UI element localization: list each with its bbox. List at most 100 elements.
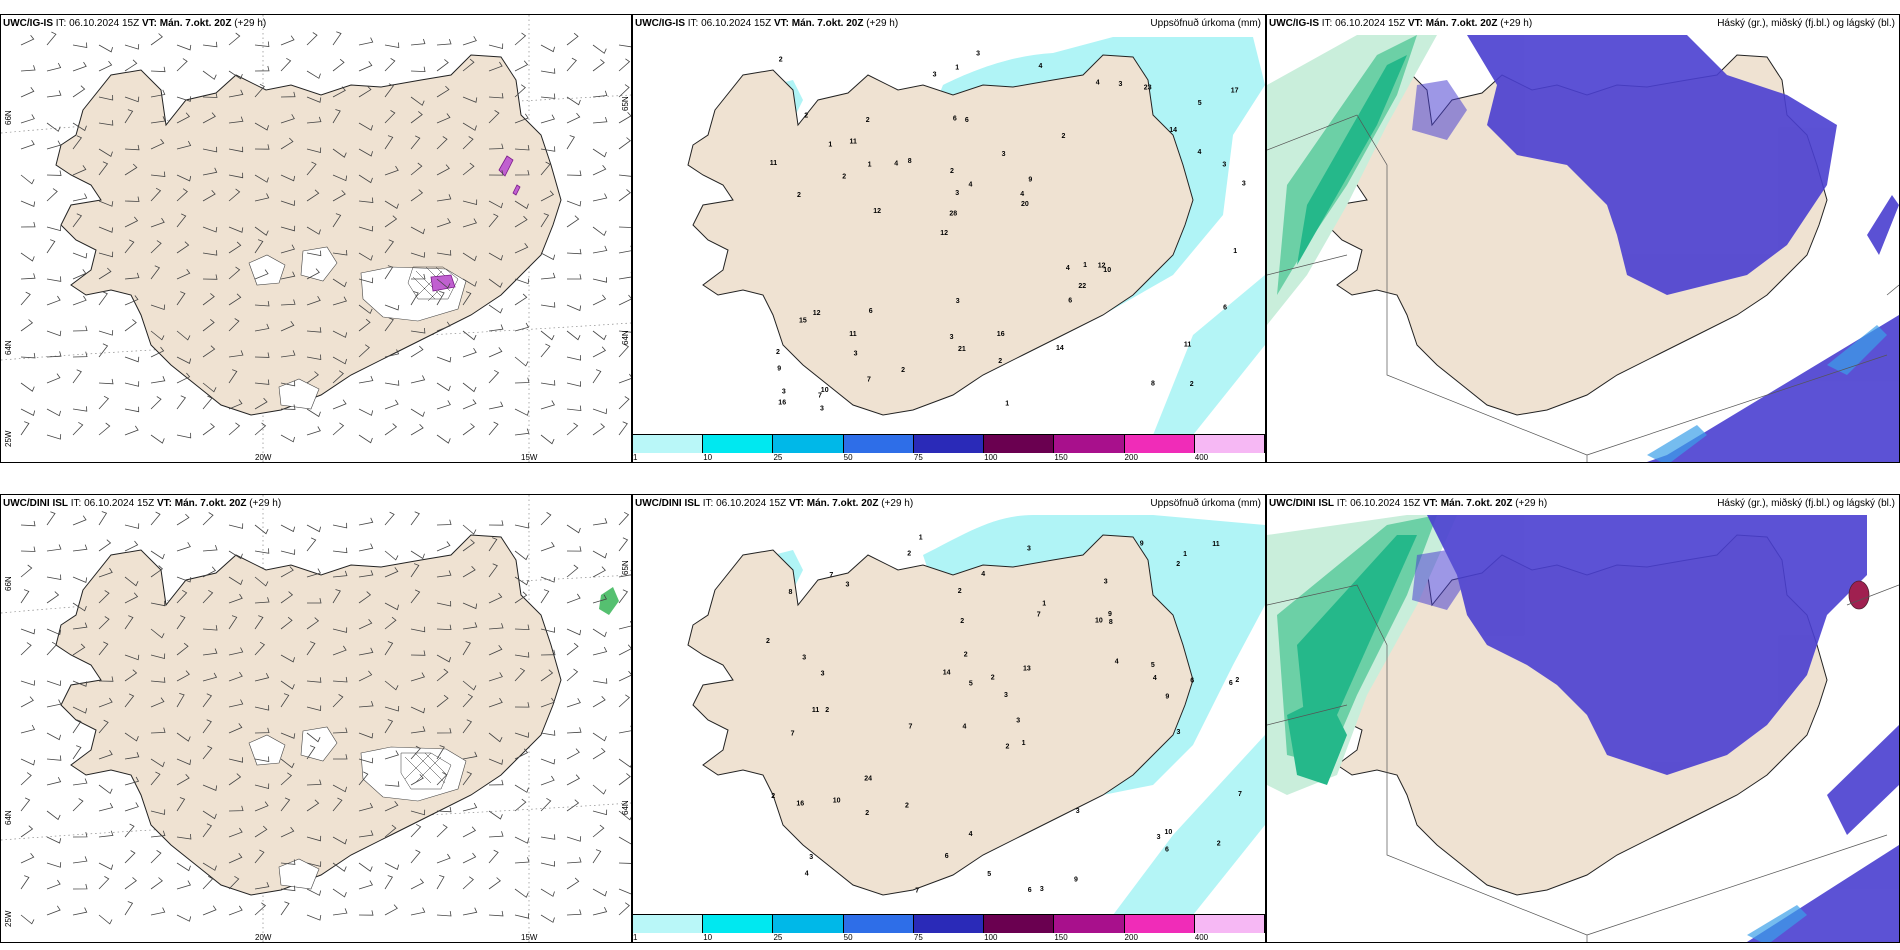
wind-barb [488, 278, 503, 288]
precip-value-label: 8 [908, 158, 912, 165]
wind-barb [150, 89, 166, 98]
wind-barb [384, 239, 395, 254]
wind-barb [20, 696, 34, 708]
wind-barb [592, 193, 608, 202]
wind-barb [514, 576, 529, 586]
wind-barb [333, 754, 348, 760]
wind-barb [124, 216, 139, 228]
wind-barb [618, 569, 631, 578]
valid-time: VT: Mán. 7.okt. 20Z [1422, 498, 1513, 509]
precip-value-label: 8 [789, 589, 793, 596]
wind-barb [150, 33, 163, 46]
wind-barb [202, 512, 214, 526]
colorbar-label: 25 [773, 933, 783, 942]
precip-value-label: 12 [1098, 263, 1106, 270]
wind-barb [20, 772, 32, 786]
colorbar-label: 150 [1054, 933, 1068, 942]
precip-value-label: 11 [1184, 342, 1192, 349]
wind-barb [228, 550, 243, 560]
wind-barb [98, 267, 112, 280]
precip-value-label: 6 [1068, 297, 1072, 304]
wind-barb [150, 758, 165, 768]
wind-barb [592, 90, 608, 98]
wind-barb [254, 615, 264, 630]
lat-label-66n: 66N [4, 110, 13, 125]
wind-barb [306, 32, 318, 46]
wind-barb [540, 589, 550, 604]
wind-barb [592, 245, 608, 254]
precip-value-label: 9 [1165, 693, 1169, 700]
precip-value-label: 3 [820, 406, 824, 413]
wind-barb [592, 747, 606, 760]
wind-barb [566, 727, 582, 734]
wind-barb [384, 862, 400, 870]
wind-barb [488, 324, 504, 332]
wind-barb [72, 745, 82, 760]
wind-barb [280, 549, 296, 555]
wind-barb [540, 649, 556, 656]
wind-barb [514, 652, 530, 658]
lon-label-20w: 20W [255, 933, 272, 942]
wind-barb [410, 327, 426, 334]
wind-barb [176, 642, 189, 656]
precip-value-label: 14 [1056, 345, 1064, 352]
wind-barb [280, 797, 291, 812]
precip-value-label: 3 [802, 655, 806, 662]
wind-barb [462, 36, 477, 46]
wind-barb [384, 83, 395, 98]
wind-barb [176, 291, 186, 306]
wind-barb [280, 380, 296, 387]
wind-barb [306, 70, 321, 79]
wind-barb [488, 421, 499, 436]
wind-barb [358, 802, 374, 812]
wind-barb [540, 213, 550, 228]
panel-title: Háský (gr.), miðský (fj.bl.) og lágský (… [1717, 498, 1895, 509]
wind-barb [280, 434, 295, 443]
wind-barb [254, 422, 267, 436]
wind-barb [618, 537, 629, 552]
precip-value-label: 2 [958, 588, 962, 595]
precip-value-label: 2 [842, 174, 846, 181]
wind-barb [98, 590, 110, 604]
wind-barb [254, 727, 270, 734]
wind-barb [488, 347, 503, 358]
precip-value-label: 2 [998, 358, 1002, 365]
wind-barb [384, 550, 399, 561]
wind-barb [124, 877, 137, 890]
wind-barb [566, 381, 581, 387]
wind-barb [20, 421, 30, 436]
wind-barb [514, 32, 527, 46]
wind-barb [124, 776, 140, 786]
wind-barb [410, 66, 426, 73]
wind-barb [306, 641, 316, 656]
model-name: UWC/IG-IS [635, 18, 685, 29]
wind-barb [20, 252, 35, 262]
wind-barb [228, 853, 243, 864]
colorbar-swatch [633, 915, 704, 933]
wind-barb [228, 671, 243, 682]
wind-barb [20, 200, 36, 207]
wind-barb [410, 252, 426, 258]
wind-barb [124, 319, 137, 332]
wind-barb [72, 719, 82, 734]
wind-barb [20, 758, 36, 766]
wind-barb [384, 423, 398, 436]
precip-value-label: 2 [964, 651, 968, 658]
wind-barb [98, 148, 113, 158]
precip-value-label: 9 [1074, 877, 1078, 884]
colorbar-labels: 1 10 25 50 75 100 150 200 400 [633, 453, 1265, 462]
wind-barb [72, 576, 88, 583]
precip-value-label: 14 [1169, 127, 1177, 134]
wind-barb [176, 58, 188, 72]
wind-barb [462, 771, 473, 786]
wind-barb [46, 225, 62, 232]
wind-barb [462, 524, 477, 535]
wind-barb [332, 330, 348, 338]
wind-barb [488, 831, 504, 838]
wind-barb [228, 399, 243, 410]
wind-barb [176, 44, 192, 51]
wind-barb [202, 345, 216, 358]
lon-label-25w: 25W [4, 430, 13, 447]
wind-barb [566, 748, 580, 760]
colorbar-swatch [843, 435, 914, 453]
